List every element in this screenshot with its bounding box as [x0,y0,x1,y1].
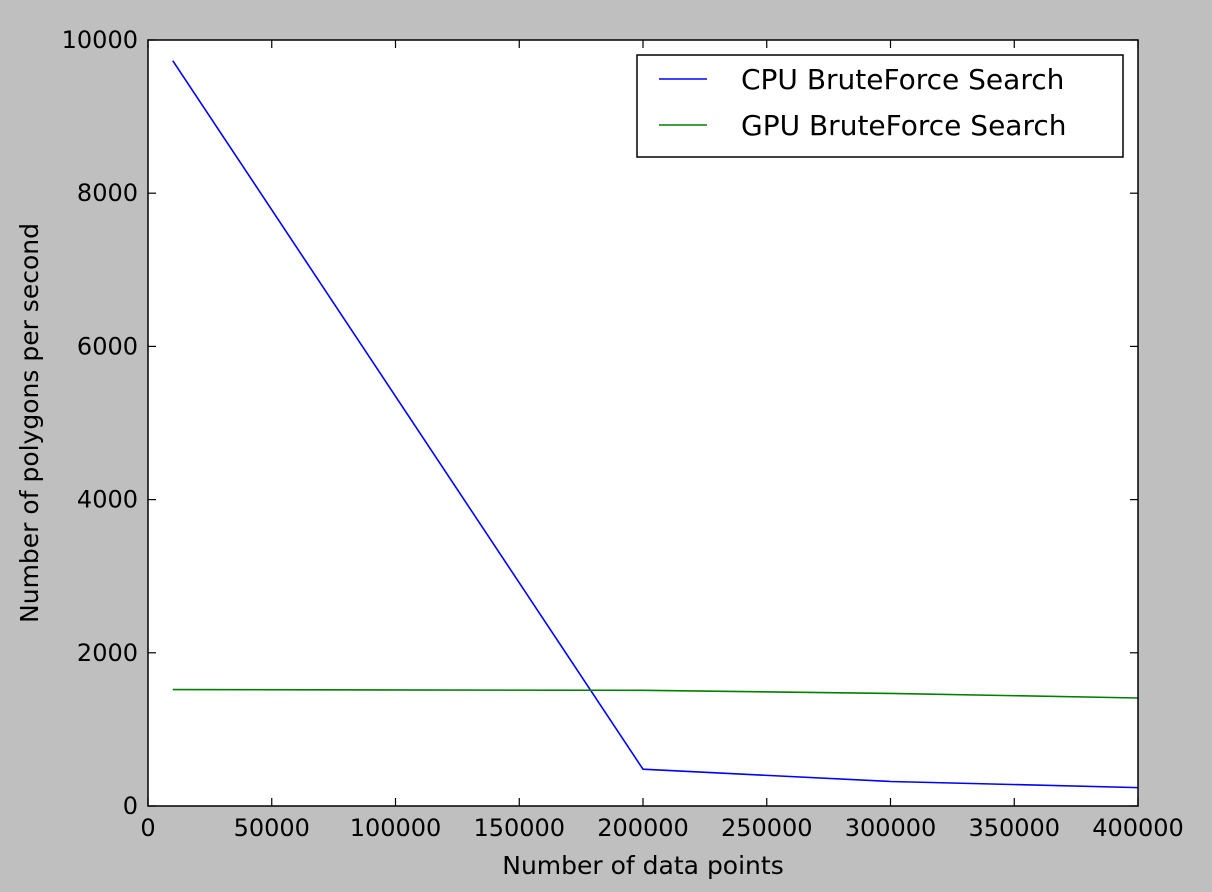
series-line-gpu-bruteforce-search [172,688,1139,699]
x-tick-label: 50000 [234,814,310,842]
y-tick-label: 0 [123,792,138,820]
x-tick-label: 100000 [350,814,442,842]
y-tick-label: 8000 [77,179,138,207]
plot-area [148,40,1138,806]
plot-frame [147,39,1139,807]
x-tick-label: 300000 [845,814,937,842]
x-axis-label: Number of data points [502,851,783,880]
x-tick-label: 0 [140,814,155,842]
x-axis-ticks: 0 50000 100000 150000 200000 250000 300000 3500… [140,40,1184,842]
x-tick-label: 400000 [1092,814,1184,842]
y-tick-label: 2000 [77,639,138,667]
y-tick-label: 6000 [77,332,138,360]
y-axis-label: Number of polygons per second [15,223,44,623]
y-axis-ticks: 0 2000 4000 6000 8000 10000 [62,26,1138,820]
y-tick-label: 4000 [77,486,138,514]
y-tick-label: 10000 [62,26,138,54]
x-tick-label: 200000 [597,814,689,842]
legend: CPU BruteForce Search GPU BruteForce Sear… [636,54,1124,158]
series-line-cpu-bruteforce-search [172,60,1139,789]
x-tick-label: 250000 [721,814,813,842]
legend-box [636,54,1124,158]
legend-label: GPU BruteForce Search [741,109,1067,142]
x-tick-label: 150000 [473,814,565,842]
legend-label: CPU BruteForce Search [741,63,1064,96]
series-lines [172,60,1139,789]
x-tick-label: 350000 [968,814,1060,842]
